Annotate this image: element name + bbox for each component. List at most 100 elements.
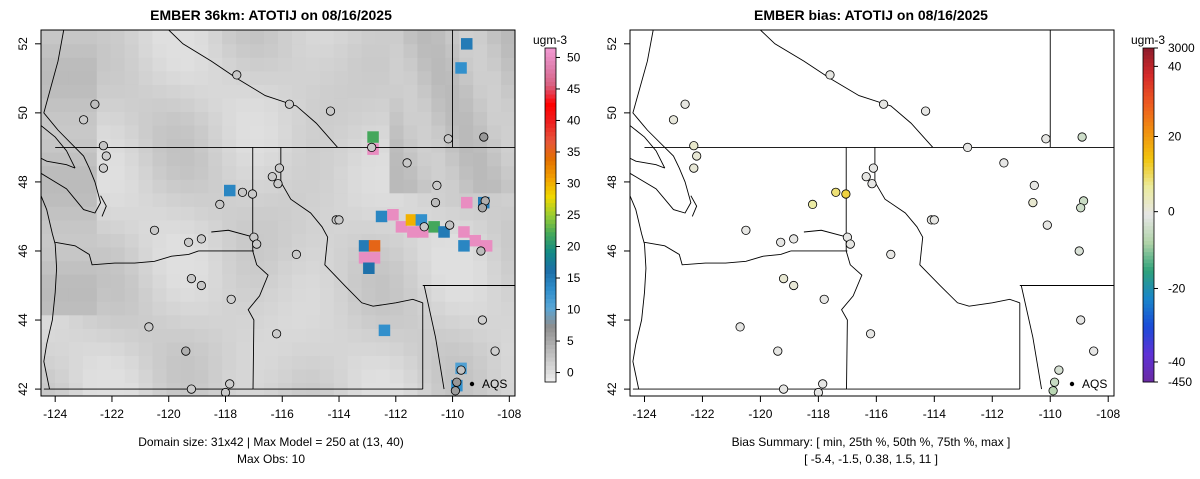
bias-point bbox=[1048, 386, 1058, 396]
background-cell bbox=[501, 179, 515, 194]
background-cell bbox=[305, 260, 321, 275]
background-cell bbox=[68, 57, 84, 72]
hotspot-cell bbox=[358, 240, 371, 252]
background-cell bbox=[333, 328, 349, 343]
background-cell bbox=[41, 70, 56, 85]
background-cell bbox=[110, 165, 126, 180]
colorbar-segment bbox=[545, 68, 556, 74]
colorbar-segment bbox=[545, 164, 556, 170]
background-cell bbox=[208, 341, 223, 356]
background-cell bbox=[278, 70, 293, 85]
background-cell bbox=[96, 97, 112, 112]
colorbar-segment bbox=[1143, 255, 1154, 260]
bias-point bbox=[1074, 246, 1084, 256]
background-cell bbox=[82, 246, 98, 262]
background-cell bbox=[250, 301, 265, 316]
background-cell bbox=[473, 179, 488, 194]
colorbar-segment bbox=[545, 210, 556, 216]
background-cell bbox=[82, 355, 98, 370]
background-cell bbox=[431, 124, 446, 140]
background-cell bbox=[305, 30, 321, 45]
background-cell bbox=[291, 206, 307, 221]
background-cell bbox=[124, 328, 140, 343]
background-cell bbox=[445, 192, 460, 207]
background-cell bbox=[68, 97, 84, 112]
background-cell bbox=[194, 97, 209, 112]
observation-point bbox=[430, 198, 441, 208]
background-cell bbox=[96, 355, 112, 370]
colorbar-segment bbox=[545, 152, 556, 158]
background-cell bbox=[96, 30, 112, 45]
background-cell bbox=[333, 246, 349, 262]
background-cell bbox=[333, 152, 349, 167]
background-cell bbox=[445, 328, 460, 343]
background-cell bbox=[236, 274, 251, 289]
background-cell bbox=[319, 165, 335, 180]
bias-point bbox=[929, 215, 939, 225]
background-cell bbox=[208, 138, 223, 153]
background-cell bbox=[208, 328, 223, 343]
right-plot-frame bbox=[629, 29, 1115, 397]
background-cell bbox=[166, 301, 181, 316]
colorbar-segment bbox=[1143, 215, 1154, 220]
colorbar-segment bbox=[545, 348, 556, 354]
observation-point bbox=[476, 246, 486, 256]
background-cell bbox=[110, 43, 126, 58]
background-cell bbox=[417, 57, 432, 72]
background-cell bbox=[319, 219, 335, 234]
colorbar-segment bbox=[545, 361, 556, 366]
colorbar-segment bbox=[545, 60, 556, 66]
background-cell bbox=[278, 341, 293, 356]
background-cell bbox=[68, 233, 84, 248]
background-cell bbox=[403, 246, 418, 262]
background-cell bbox=[82, 301, 98, 316]
bias-point bbox=[962, 142, 973, 152]
background-cell bbox=[417, 152, 432, 167]
background-cell bbox=[319, 152, 335, 167]
background-cell bbox=[403, 30, 418, 45]
background-cell bbox=[194, 301, 209, 316]
boundary-coast bbox=[41, 30, 102, 390]
background-cell bbox=[208, 84, 223, 99]
bias-point bbox=[867, 179, 877, 189]
background-cell bbox=[431, 138, 446, 153]
background-cell bbox=[501, 368, 515, 384]
background-cell bbox=[375, 287, 391, 302]
background-cell bbox=[291, 355, 307, 370]
background-cell bbox=[82, 368, 98, 384]
background-cell bbox=[96, 301, 112, 316]
background-cell bbox=[417, 368, 432, 384]
hotspot-cell bbox=[455, 62, 467, 74]
background-cell bbox=[375, 70, 391, 85]
background-cell bbox=[403, 192, 418, 207]
background-cell bbox=[501, 287, 515, 302]
background-cell bbox=[417, 30, 432, 45]
background-cell bbox=[180, 111, 195, 126]
background-cell bbox=[68, 138, 84, 153]
background-cell bbox=[236, 314, 251, 329]
background-cell bbox=[166, 341, 181, 356]
colorbar-segment bbox=[1143, 241, 1154, 246]
background-cell bbox=[96, 84, 112, 99]
background-cell bbox=[54, 70, 70, 85]
boundary-straight_e bbox=[1020, 285, 1042, 390]
background-cell bbox=[110, 57, 126, 72]
background-cell bbox=[180, 97, 195, 112]
background-cell bbox=[431, 57, 446, 72]
background-cell bbox=[278, 260, 293, 275]
background-cell bbox=[138, 355, 154, 370]
colorbar-segment bbox=[545, 156, 556, 162]
background-cell bbox=[361, 30, 377, 45]
background-cell bbox=[208, 70, 223, 85]
colorbar-segment bbox=[1143, 233, 1154, 238]
background-cell bbox=[208, 152, 223, 167]
background-cell bbox=[431, 274, 446, 289]
background-cell bbox=[319, 246, 335, 262]
left-plot-frame bbox=[40, 29, 516, 397]
colorbar-segment bbox=[545, 73, 556, 78]
x-tick-label: -114 bbox=[327, 407, 350, 421]
background-cell bbox=[333, 30, 349, 45]
background-cell bbox=[41, 301, 56, 316]
background-cell bbox=[68, 84, 84, 99]
background-cell bbox=[417, 43, 432, 58]
